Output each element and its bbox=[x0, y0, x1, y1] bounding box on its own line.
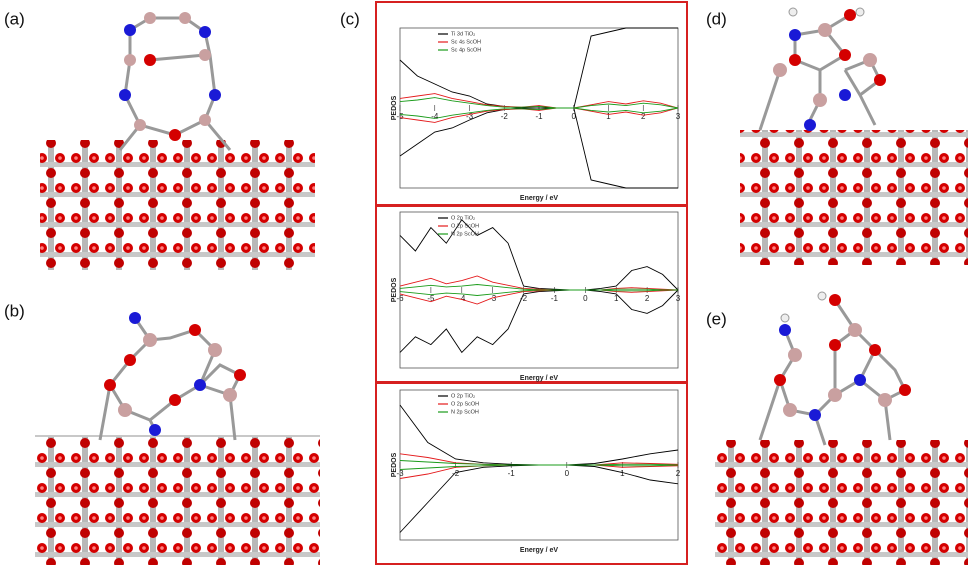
legend-label: Ti 3d TiO₂ bbox=[451, 31, 475, 37]
legend-label: O 2p ScOH bbox=[451, 401, 479, 407]
pdos-line bbox=[400, 276, 678, 290]
x-tick-label: 3 bbox=[676, 294, 681, 303]
x-tick-label: 2 bbox=[676, 469, 681, 478]
panel-label: (b) bbox=[4, 301, 25, 320]
structure-d bbox=[740, 8, 968, 265]
panel-label: (d) bbox=[706, 9, 727, 28]
pdos-line bbox=[400, 454, 678, 465]
x-axis-label: Energy / eV bbox=[520, 195, 558, 202]
legend-label: N 2p ScOH bbox=[451, 409, 479, 415]
figure: (a) (b) (c) (d) (e) bbox=[0, 0, 968, 565]
legend-label: O 2p ScOH bbox=[451, 223, 479, 229]
y-axis-label: PEDOS bbox=[391, 452, 398, 477]
x-tick-label: -2 bbox=[501, 112, 509, 121]
x-tick-label: 2 bbox=[641, 112, 646, 121]
structure-b bbox=[35, 312, 320, 565]
pdos-line bbox=[400, 28, 678, 108]
x-tick-label: -2 bbox=[452, 469, 460, 478]
x-tick-label: -1 bbox=[535, 112, 543, 121]
legend-label: Sc 4s ScOH bbox=[451, 39, 481, 45]
pdos-line bbox=[400, 98, 678, 108]
x-tick-label: 0 bbox=[565, 469, 570, 478]
x-tick-label: 2 bbox=[645, 294, 650, 303]
structure-a bbox=[40, 12, 315, 270]
structure-e bbox=[715, 292, 968, 565]
legend-label: O 2p TiO₂ bbox=[451, 393, 475, 399]
x-tick-label: 1 bbox=[620, 469, 625, 478]
legend-label: Sc 4p ScOH bbox=[451, 47, 481, 53]
pdos-line bbox=[400, 405, 678, 465]
panel-label: (c) bbox=[340, 9, 360, 28]
y-axis-label: PEDOS bbox=[391, 95, 398, 120]
panel-frames bbox=[376, 2, 687, 564]
panel-label: (a) bbox=[4, 9, 25, 28]
pdos-line bbox=[400, 465, 678, 533]
panel-label: (e) bbox=[706, 309, 727, 328]
x-axis-label: Energy / eV bbox=[520, 547, 558, 554]
x-tick-label: 0 bbox=[583, 294, 588, 303]
pdos-line bbox=[400, 290, 678, 304]
legend-label: N 2p ScOH bbox=[451, 231, 479, 237]
x-tick-label: -4 bbox=[431, 112, 439, 121]
legend-label: O 2p TiO₂ bbox=[451, 215, 475, 221]
pdos-line bbox=[400, 220, 678, 290]
x-tick-label: 1 bbox=[606, 112, 611, 121]
pdos-line bbox=[400, 290, 678, 352]
page: {"panel_labels": ["(a)", "(b)", "(c)", "… bbox=[0, 0, 968, 565]
x-tick-label: -1 bbox=[508, 469, 516, 478]
y-axis-label: PEDOS bbox=[391, 277, 398, 302]
x-axis-label: Energy / eV bbox=[520, 375, 558, 382]
pdos-line bbox=[400, 94, 678, 108]
x-tick-label: 3 bbox=[676, 112, 681, 121]
x-tick-label: -1 bbox=[551, 294, 559, 303]
